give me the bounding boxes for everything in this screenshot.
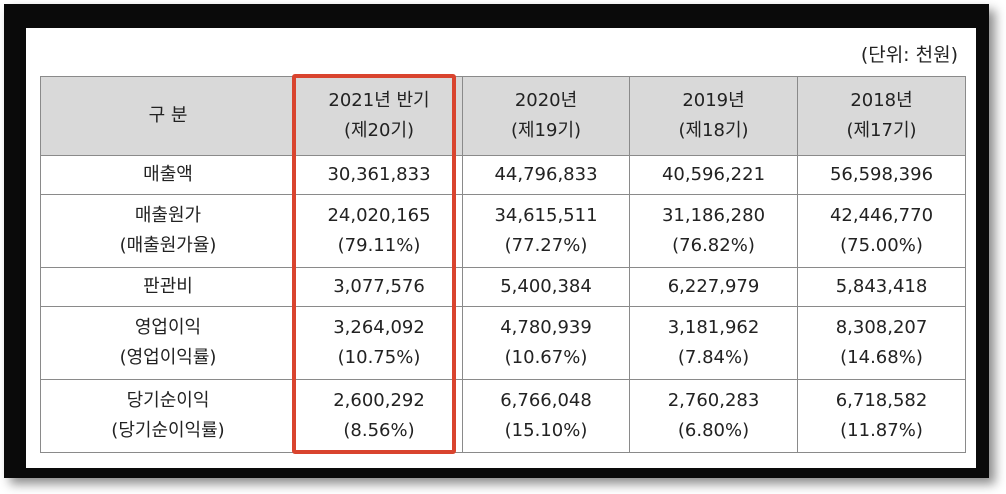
- unit-label: (단위: 천원): [860, 44, 958, 66]
- table-cell: 2,760,283 (6.80%): [629, 379, 798, 453]
- row-label: 매출액: [40, 155, 296, 195]
- header-col-2021: 2021년 반기 (제20기): [295, 76, 463, 156]
- table-cell: 8,308,207 (14.68%): [797, 306, 966, 380]
- cell-value: 34,615,511: [494, 205, 598, 226]
- header-category: 구 분: [40, 76, 296, 156]
- document-frame: (단위: 천원) 구 분 2021년 반기 (제20기) 2020년: [4, 4, 989, 478]
- header-year: 2020년: [514, 90, 578, 111]
- header-period: (제18기): [678, 120, 749, 141]
- row-label: 영업이익 (영업이익률): [40, 306, 296, 380]
- table-cell: 31,186,280 (76.82%): [629, 194, 798, 268]
- document-paper: (단위: 천원) 구 분 2021년 반기 (제20기) 2020년: [26, 28, 976, 468]
- table-cell: 34,615,511 (77.27%): [462, 194, 630, 268]
- header-year: 2021년 반기: [328, 90, 430, 111]
- cell-value: 3,181,962: [667, 317, 760, 338]
- cell-value: 6,718,582: [835, 390, 928, 411]
- row-label: 매출원가 (매출원가율): [40, 194, 296, 268]
- row-label: 당기순이익 (당기순이익률): [40, 379, 296, 453]
- table-cell: 5,843,418: [797, 267, 966, 307]
- table-cell: 56,598,396: [797, 155, 966, 195]
- cell-ratio: (8.56%): [343, 420, 415, 441]
- table-row: 매출액 30,361,833 44,796,833 40,596,221 56,…: [40, 155, 966, 195]
- cell-ratio: (11.87%): [840, 420, 923, 441]
- cell-value: 4,780,939: [500, 317, 592, 338]
- table-cell: 5,400,384: [462, 267, 630, 307]
- cell-value: 6,766,048: [500, 390, 592, 411]
- table-cell: 4,780,939 (10.67%): [462, 306, 630, 380]
- table-cell: 3,077,576: [295, 267, 463, 307]
- header-period: (제17기): [846, 120, 917, 141]
- header-row: 구 분 2021년 반기 (제20기) 2020년 (제19기) 2019년 (…: [40, 76, 966, 156]
- cell-ratio: (14.68%): [840, 347, 923, 368]
- header-col-2020: 2020년 (제19기): [462, 76, 630, 156]
- table-row: 판관비 3,077,576 5,400,384 6,227,979 5,843,…: [40, 267, 966, 307]
- header-year: 2018년: [850, 90, 913, 111]
- row-label-sub: (매출원가율): [119, 235, 217, 256]
- header-year: 2019년: [682, 90, 745, 111]
- row-label-main: 당기순이익: [126, 390, 210, 411]
- row-label-main: 매출원가: [134, 205, 202, 226]
- table-cell: 6,718,582 (11.87%): [797, 379, 966, 453]
- header-col-2018: 2018년 (제17기): [797, 76, 966, 156]
- cell-ratio: (79.11%): [337, 235, 421, 256]
- table-cell: 6,766,048 (15.10%): [462, 379, 630, 453]
- table-cell: 3,264,092 (10.75%): [295, 306, 463, 380]
- table-cell: 2,600,292 (8.56%): [295, 379, 463, 453]
- table-row: 매출원가 (매출원가율) 24,020,165 (79.11%) 34,615,…: [40, 194, 966, 268]
- cell-ratio: (6.80%): [677, 420, 750, 441]
- table-cell: 30,361,833: [295, 155, 463, 195]
- row-label-sub: (영업이익률): [119, 347, 217, 368]
- cell-value: 24,020,165: [327, 205, 431, 226]
- header-col-2019: 2019년 (제18기): [629, 76, 798, 156]
- cell-ratio: (15.10%): [504, 420, 588, 441]
- cell-ratio: (77.27%): [504, 235, 588, 256]
- cell-ratio: (10.75%): [337, 347, 421, 368]
- table-cell: 42,446,770 (75.00%): [797, 194, 966, 268]
- cell-ratio: (76.82%): [672, 235, 755, 256]
- cell-ratio: (75.00%): [840, 235, 923, 256]
- table-cell: 3,181,962 (7.84%): [629, 306, 798, 380]
- table-cell: 24,020,165 (79.11%): [295, 194, 463, 268]
- table-cell: 44,796,833: [462, 155, 630, 195]
- cell-ratio: (10.67%): [504, 347, 588, 368]
- cell-value: 8,308,207: [835, 317, 928, 338]
- financial-table: 구 분 2021년 반기 (제20기) 2020년 (제19기) 2019년 (…: [40, 76, 966, 453]
- table-row: 영업이익 (영업이익률) 3,264,092 (10.75%) 4,780,93…: [40, 306, 966, 380]
- table-row: 당기순이익 (당기순이익률) 2,600,292 (8.56%) 6,766,0…: [40, 379, 966, 453]
- cell-value: 42,446,770: [829, 205, 934, 226]
- table-cell: 6,227,979: [629, 267, 798, 307]
- row-label: 판관비: [40, 267, 296, 307]
- row-label-sub: (당기순이익률): [111, 420, 225, 441]
- cell-value: 2,600,292: [333, 390, 425, 411]
- cell-value: 3,264,092: [333, 317, 425, 338]
- cell-value: 31,186,280: [661, 205, 766, 226]
- cell-value: 2,760,283: [667, 390, 760, 411]
- header-period: (제20기): [343, 120, 415, 141]
- row-label-main: 영업이익: [134, 317, 202, 338]
- header-period: (제19기): [510, 120, 582, 141]
- cell-ratio: (7.84%): [677, 347, 750, 368]
- table-cell: 40,596,221: [629, 155, 798, 195]
